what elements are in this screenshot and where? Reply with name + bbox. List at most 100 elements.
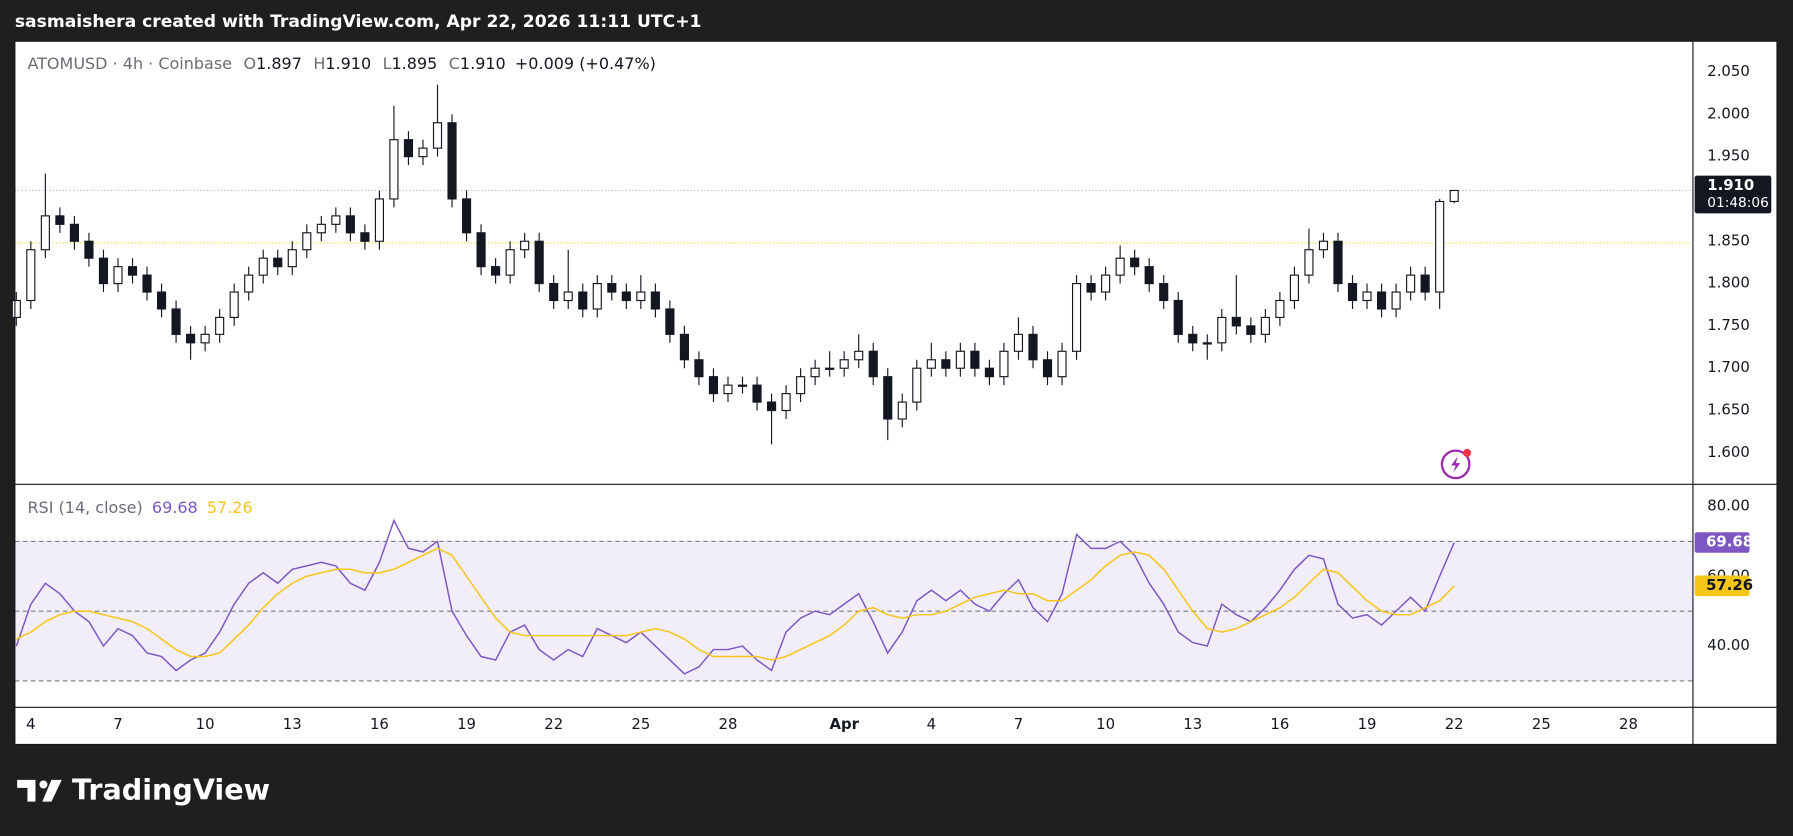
candle-body [374,198,384,242]
candle-body [1362,291,1372,302]
header-text: 1.897 [256,54,302,73]
candle-body [287,249,297,268]
candle-body [694,359,704,378]
y-tick-label: 1.700 [1707,358,1750,376]
rsi-line [15,518,1455,675]
header-text: O [243,54,256,73]
rsi-title: RSI (14, close) [27,497,142,516]
candle-body [1028,333,1038,361]
price-label: 1.910 [1707,176,1754,194]
candle-body [84,240,94,259]
header-text: C [449,54,460,73]
candle-body [302,232,312,251]
candle-body [432,122,443,149]
x-tick-label: 19 [457,715,476,733]
candle-body [316,223,326,234]
y-tick-label: 1.600 [1707,443,1750,461]
x-tick-label: 28 [719,715,738,733]
candle-body [665,308,675,335]
candle-body [592,283,602,310]
x-tick-label: 10 [1096,715,1115,733]
alert-icon [1440,448,1472,480]
candle-body [1246,325,1256,335]
rsi-value-box [1694,575,1750,597]
candle-body [1217,316,1227,344]
candle-body [955,350,965,369]
candle-body [1318,240,1329,251]
x-tick-label: 7 [1014,715,1023,733]
x-tick-label: 4 [927,715,936,733]
candle-body [171,308,181,335]
candle-body [360,232,370,242]
candle-body [868,350,878,378]
candle-body [1289,274,1299,302]
candle-body [215,316,225,335]
countdown-label: 01:48:06 [1707,195,1769,211]
candle-body [229,291,239,319]
candle-body [505,249,515,276]
candle-body [1347,283,1358,302]
candle-body [679,333,689,361]
candle-body [607,283,617,293]
candle-body [752,384,762,403]
candle-body [461,198,472,234]
candle-body [999,350,1009,378]
x-tick-label: 16 [370,715,389,733]
candle-body [40,215,50,251]
candle-body [621,291,631,302]
candle-body [491,266,501,276]
candle-body [1086,283,1096,293]
candle-body [1188,333,1198,344]
candle-body [563,291,573,302]
chart-panel [14,41,1777,745]
candle-body [1013,333,1024,352]
panel-border [14,40,1778,746]
candle-body [447,122,457,200]
candle-body [839,359,849,369]
candle-body [796,376,806,395]
candle-body [810,367,820,378]
x-tick-label: 13 [1183,715,1202,733]
candle-body [345,215,355,234]
x-tick-label: Apr [829,715,859,733]
candle-body [142,274,152,293]
x-tick-label: 10 [196,715,215,733]
candle-body [113,266,123,285]
candle-body [708,376,719,395]
candle-body [476,232,486,268]
candle-body [389,139,399,200]
x-tick-label: 28 [1619,715,1638,733]
candle-body [984,367,994,378]
candle-body [244,274,254,293]
candle-body [1435,200,1445,293]
header-text: H [313,54,325,73]
candle-body [534,240,544,285]
candle-body [1449,189,1459,203]
candle-body [273,257,283,268]
candle-body [127,266,138,276]
candle-body [1260,316,1270,335]
rsi-value-label: 69.68 [1706,533,1753,551]
y-tick-label: 2.000 [1707,104,1750,122]
candle-body [636,291,646,302]
x-tick-label: 22 [1445,715,1464,733]
y-tick-label: 1.800 [1707,274,1750,292]
candle-body [1420,274,1430,293]
candle-body [1391,291,1401,310]
y-tick-label: 1.950 [1707,147,1750,165]
candle-body [69,223,79,242]
price-label-box [1694,175,1772,214]
x-tick-label: 16 [1270,715,1289,733]
candle-body [912,367,922,403]
candle-body [11,299,21,319]
rsi-tick-label: 80.00 [1707,497,1750,515]
header-text: 1.910 [325,54,371,73]
y-tick-label: 2.050 [1707,62,1750,80]
candle-body [1275,299,1285,319]
candle-body [1304,249,1314,276]
candle-body [98,257,109,285]
header-text: 1.910 [460,54,506,73]
candle-body [1202,342,1212,345]
candle-body [883,376,893,420]
